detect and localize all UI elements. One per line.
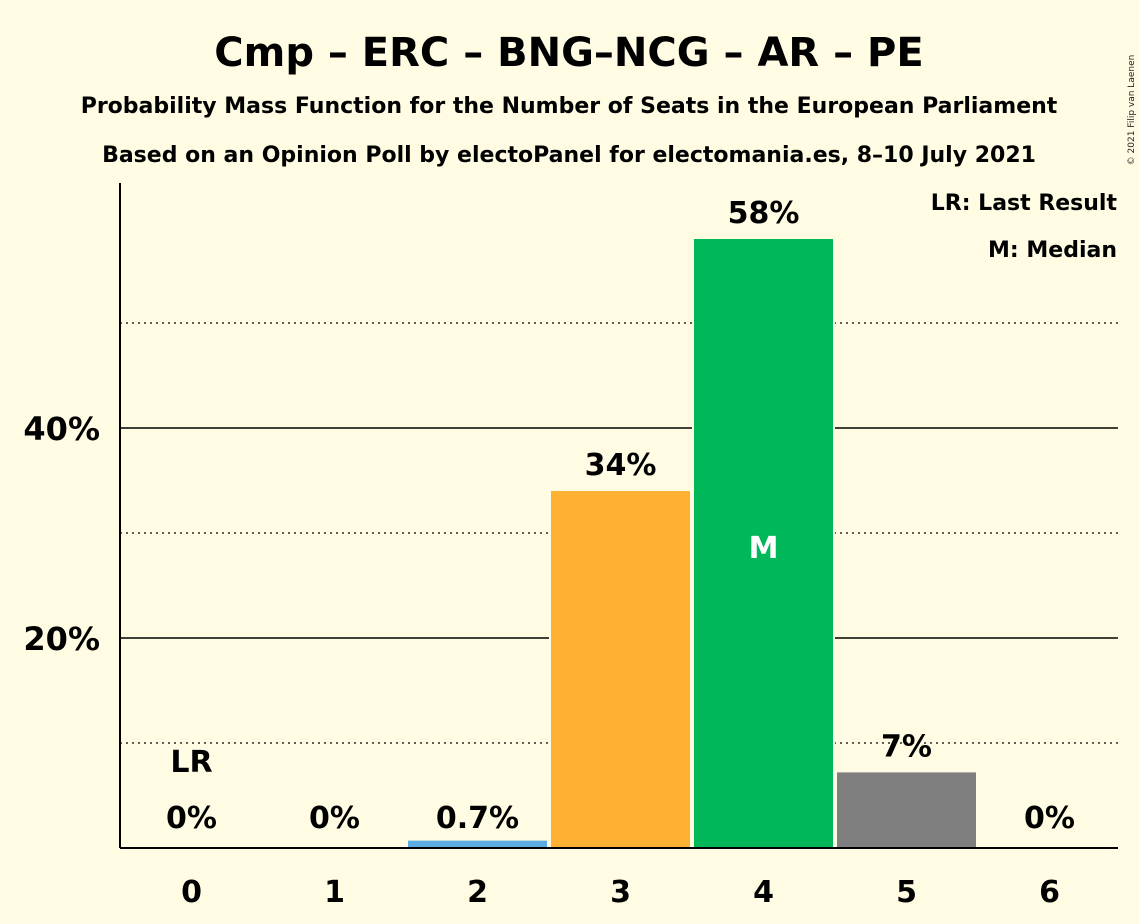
plot-area: 20% 40% 0% 0 0% 1 0.7% 2 34% 3 58% 4 7% 5 0% 6 LR M — [23, 183, 1118, 910]
last-result-marker: LR — [170, 745, 212, 780]
value-label: 58% — [728, 196, 800, 231]
value-label: 0% — [166, 801, 217, 836]
x-tick-label: 6 — [1039, 875, 1060, 910]
x-tick-label: 3 — [610, 875, 631, 910]
median-marker: M — [749, 531, 779, 566]
chart-source: Based on an Opinion Poll by electoPanel … — [102, 143, 1036, 168]
x-tick-label: 1 — [324, 875, 345, 910]
chart-title: Cmp – ERC – BNG–NCG – AR – PE — [214, 30, 923, 76]
value-label: 34% — [585, 448, 657, 483]
bar — [694, 239, 833, 848]
bar — [551, 491, 690, 848]
copyright-text: © 2021 Filip van Laenen — [1127, 55, 1137, 166]
x-tick-label: 2 — [467, 875, 488, 910]
x-tick-label: 5 — [896, 875, 917, 910]
legend-median: M: Median — [988, 238, 1117, 263]
legend-last-result: LR: Last Result — [931, 191, 1118, 216]
bar — [408, 840, 547, 848]
x-tick-label: 0 — [181, 875, 202, 910]
value-label: 0% — [309, 801, 360, 836]
x-tick-label: 4 — [753, 875, 774, 910]
bar — [837, 772, 976, 848]
y-tick-label: 40% — [23, 410, 100, 448]
y-tick-label: 20% — [23, 620, 100, 658]
chart-subtitle: Probability Mass Function for the Number… — [81, 94, 1058, 119]
value-label: 0% — [1024, 801, 1075, 836]
value-label: 0.7% — [436, 801, 519, 836]
value-label: 7% — [881, 729, 932, 764]
